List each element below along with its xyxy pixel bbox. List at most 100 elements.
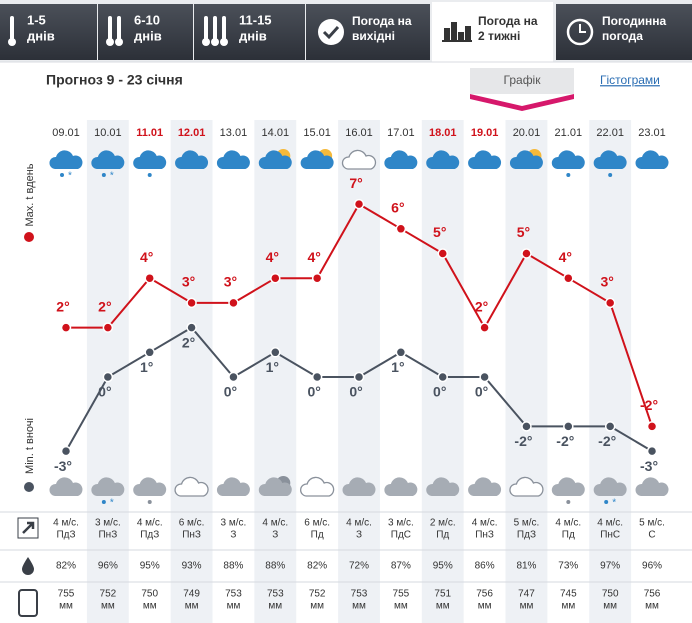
tab-label[interactable]: днів xyxy=(27,28,55,43)
pressure: 753 xyxy=(351,589,368,600)
date-label: 12.01 xyxy=(178,127,206,139)
wind-direction: ПнЗ xyxy=(475,530,494,541)
wind-speed: 4 м/с. xyxy=(346,518,372,529)
chart-button-label[interactable]: Графік xyxy=(504,73,542,87)
pressure-unit: мм xyxy=(310,601,324,612)
date-label: 13.01 xyxy=(220,127,248,139)
column-shade xyxy=(589,120,632,623)
humidity: 95% xyxy=(140,561,160,572)
pressure-unit: мм xyxy=(101,601,115,612)
chart-button[interactable] xyxy=(470,68,574,94)
temp-label: 1° xyxy=(140,359,153,375)
tab-icon xyxy=(108,16,112,40)
cloud-icon xyxy=(341,149,377,170)
temp-label: 0° xyxy=(349,384,362,400)
column-shade xyxy=(86,120,129,623)
tab-label[interactable]: Погодинна xyxy=(602,14,666,28)
humidity: 82% xyxy=(307,561,327,572)
tab-label[interactable]: днів xyxy=(239,28,267,43)
pressure: 750 xyxy=(602,589,619,600)
temp-point xyxy=(270,272,281,284)
temp-label: 5° xyxy=(433,224,446,240)
cloud-icon xyxy=(509,150,543,169)
cloud-icon xyxy=(91,477,125,496)
tab-label[interactable]: 1-5 xyxy=(27,12,46,27)
temp-point xyxy=(353,198,365,210)
tab-icon xyxy=(442,40,472,42)
tab-icon xyxy=(117,16,121,40)
date-label: 16.01 xyxy=(345,127,373,139)
tab-label[interactable]: 11-15 xyxy=(239,12,272,27)
tab-icon xyxy=(204,16,208,40)
humidity: 82% xyxy=(56,561,76,572)
wind-direction: ПнЗ xyxy=(98,530,117,541)
date-label: 09.01 xyxy=(52,127,80,139)
tab-label[interactable]: 6-10 xyxy=(134,12,160,27)
temp-point xyxy=(604,421,616,432)
tab-label[interactable]: Погода на xyxy=(478,14,538,28)
temp-point xyxy=(270,347,281,358)
column-shade xyxy=(254,120,297,623)
date-label: 14.01 xyxy=(262,127,290,139)
pressure: 745 xyxy=(560,589,577,600)
tab-icon xyxy=(106,38,114,46)
snow-flake: * xyxy=(110,171,114,182)
temp-point xyxy=(604,297,616,309)
rain-drop xyxy=(566,173,571,177)
temp-point xyxy=(646,445,658,457)
date-label: 18.01 xyxy=(429,127,457,139)
wind-direction: ПнЗ xyxy=(182,530,201,541)
tab-icon xyxy=(220,38,228,46)
row-icon xyxy=(18,589,38,617)
snow-flake: * xyxy=(68,171,72,182)
temp-point xyxy=(228,371,239,383)
date-label: 10.01 xyxy=(94,127,122,139)
tab[interactable] xyxy=(98,4,193,60)
temp-label: -2° xyxy=(556,433,574,449)
histogram-link[interactable]: Гістограми xyxy=(600,73,660,87)
temp-point xyxy=(479,371,490,383)
tab-icon xyxy=(10,16,14,40)
tab-label[interactable]: 2 тижні xyxy=(478,29,520,43)
temp-label: 2° xyxy=(475,298,488,314)
cloud-icon xyxy=(635,477,669,496)
wind-speed: 4 м/с. xyxy=(555,518,581,529)
legend-dot xyxy=(24,232,34,242)
humidity: 88% xyxy=(265,561,285,572)
temp-label: 2° xyxy=(98,298,111,314)
tab[interactable] xyxy=(194,4,305,60)
cloud-icon xyxy=(258,150,292,169)
humidity: 73% xyxy=(558,561,578,572)
tab[interactable] xyxy=(556,4,692,60)
tab-icon xyxy=(579,24,586,33)
temp-label: 6° xyxy=(391,200,404,216)
temp-point xyxy=(186,322,197,333)
rain-drop xyxy=(566,500,571,504)
temp-point xyxy=(437,248,448,259)
tab-icon xyxy=(8,38,16,46)
pressure-unit: мм xyxy=(561,601,575,612)
pressure-unit: мм xyxy=(352,601,366,612)
tab-icon xyxy=(465,26,471,40)
pressure: 755 xyxy=(393,589,410,600)
wind-direction: Пд xyxy=(436,530,449,541)
cloud-icon xyxy=(300,150,334,169)
snow-flake: * xyxy=(110,498,114,509)
pressure-unit: мм xyxy=(645,601,659,612)
temp-point xyxy=(521,421,532,432)
cloud-icon xyxy=(49,150,83,169)
temp-label: 4° xyxy=(559,249,572,265)
temp-label: -3° xyxy=(54,458,72,474)
humidity: 96% xyxy=(642,561,662,572)
tab[interactable] xyxy=(0,4,97,60)
tab-label[interactable]: погода xyxy=(602,29,643,43)
pressure: 753 xyxy=(225,589,242,600)
cloud-icon xyxy=(593,477,627,496)
tab-label[interactable]: вихідні xyxy=(352,29,395,43)
cloud-icon xyxy=(174,476,209,497)
wind-speed: 4 м/с. xyxy=(137,518,163,529)
tab-label[interactable]: Погода на xyxy=(352,14,412,28)
tab-label[interactable]: днів xyxy=(134,28,162,43)
temp-point xyxy=(353,371,365,383)
legend-label: Min. t вночі xyxy=(24,418,36,474)
